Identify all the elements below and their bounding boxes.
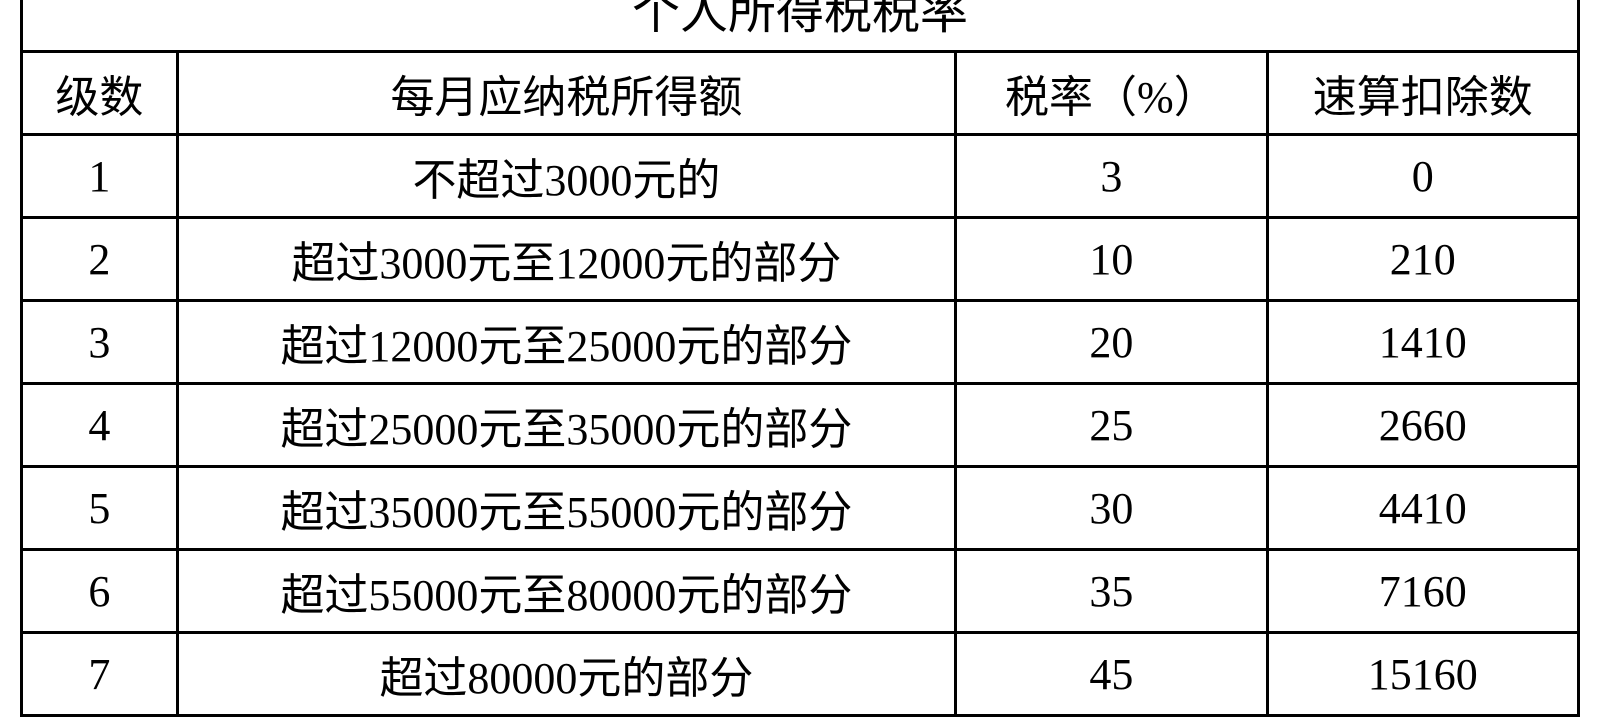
table-row: 6 超过55000元至80000元的部分 35 7160: [22, 550, 1579, 633]
cell-level: 2: [22, 218, 178, 301]
cell-rate: 25: [956, 384, 1267, 467]
tax-rate-table: 个人所得税税率 级数 每月应纳税所得额 税率（%） 速算扣除数 1 不超过300…: [20, 0, 1580, 717]
cell-level: 4: [22, 384, 178, 467]
cell-level: 3: [22, 301, 178, 384]
cell-deduct: 2660: [1267, 384, 1578, 467]
table-header-row: 级数 每月应纳税所得额 税率（%） 速算扣除数: [22, 52, 1579, 135]
cell-income: 超过35000元至55000元的部分: [177, 467, 956, 550]
cell-level: 1: [22, 135, 178, 218]
table-title-row: 个人所得税税率: [22, 0, 1579, 52]
cell-deduct: 0: [1267, 135, 1578, 218]
table-row: 5 超过35000元至55000元的部分 30 4410: [22, 467, 1579, 550]
table-body: 1 不超过3000元的 3 0 2 超过3000元至12000元的部分 10 2…: [22, 135, 1579, 716]
col-header-level: 级数: [22, 52, 178, 135]
cell-deduct: 1410: [1267, 301, 1578, 384]
tax-rate-table-container: 个人所得税税率 级数 每月应纳税所得额 税率（%） 速算扣除数 1 不超过300…: [20, 0, 1580, 717]
table-row: 7 超过80000元的部分 45 15160: [22, 633, 1579, 716]
cell-level: 5: [22, 467, 178, 550]
table-title: 个人所得税税率: [22, 0, 1579, 52]
cell-income: 超过12000元至25000元的部分: [177, 301, 956, 384]
table-row: 4 超过25000元至35000元的部分 25 2660: [22, 384, 1579, 467]
cell-rate: 3: [956, 135, 1267, 218]
cell-rate: 10: [956, 218, 1267, 301]
cell-deduct: 15160: [1267, 633, 1578, 716]
cell-rate: 20: [956, 301, 1267, 384]
col-header-rate: 税率（%）: [956, 52, 1267, 135]
table-row: 3 超过12000元至25000元的部分 20 1410: [22, 301, 1579, 384]
cell-income: 超过3000元至12000元的部分: [177, 218, 956, 301]
table-row: 1 不超过3000元的 3 0: [22, 135, 1579, 218]
col-header-income: 每月应纳税所得额: [177, 52, 956, 135]
cell-level: 7: [22, 633, 178, 716]
cell-rate: 45: [956, 633, 1267, 716]
cell-rate: 30: [956, 467, 1267, 550]
cell-income: 不超过3000元的: [177, 135, 956, 218]
cell-deduct: 4410: [1267, 467, 1578, 550]
cell-income: 超过55000元至80000元的部分: [177, 550, 956, 633]
cell-deduct: 210: [1267, 218, 1578, 301]
col-header-deduct: 速算扣除数: [1267, 52, 1578, 135]
cell-level: 6: [22, 550, 178, 633]
cell-income: 超过80000元的部分: [177, 633, 956, 716]
cell-rate: 35: [956, 550, 1267, 633]
table-row: 2 超过3000元至12000元的部分 10 210: [22, 218, 1579, 301]
cell-deduct: 7160: [1267, 550, 1578, 633]
cell-income: 超过25000元至35000元的部分: [177, 384, 956, 467]
